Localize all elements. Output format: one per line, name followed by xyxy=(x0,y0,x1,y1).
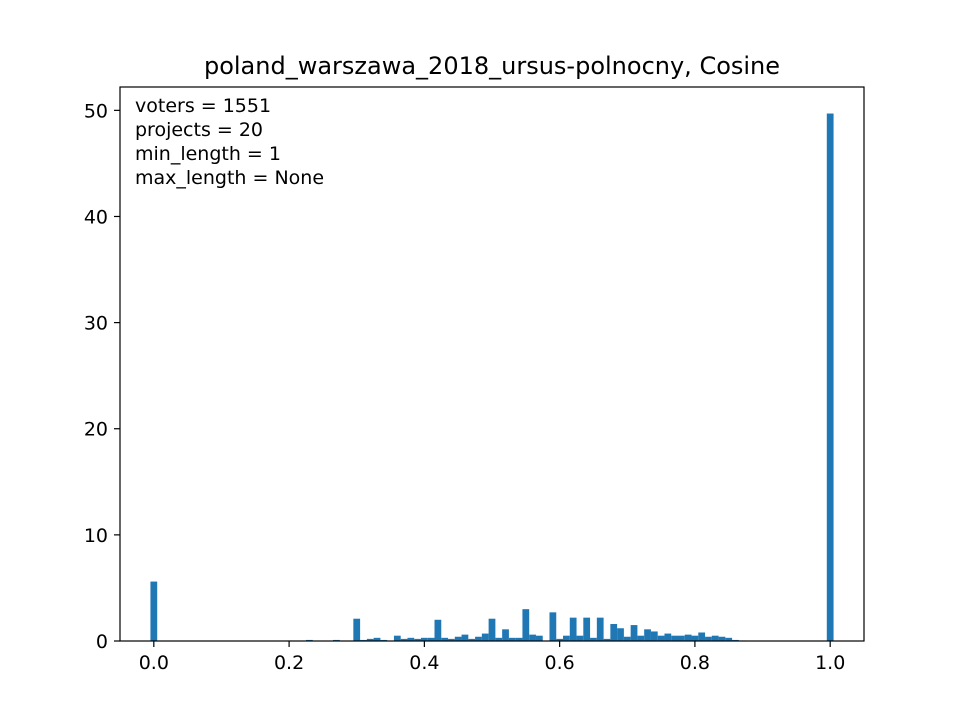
y-tick-label: 40 xyxy=(84,206,108,228)
histogram-bar xyxy=(630,625,638,641)
histogram-bar xyxy=(569,617,577,641)
x-tick-label: 0.2 xyxy=(274,652,304,674)
histogram-bar xyxy=(488,618,496,641)
histogram-bar xyxy=(563,635,570,641)
histogram-bar xyxy=(495,637,503,641)
histogram-bar xyxy=(644,629,651,641)
histogram-bar xyxy=(515,637,523,641)
stats-annotation-line: min_length = 1 xyxy=(135,143,281,165)
histogram-bar xyxy=(583,617,591,641)
histogram-bar xyxy=(603,638,611,641)
histogram-bar xyxy=(454,636,462,641)
histogram-bar xyxy=(596,617,604,641)
y-tick-label: 20 xyxy=(84,419,108,441)
histogram-bar xyxy=(637,635,645,641)
histogram-bar xyxy=(535,635,543,641)
x-axis: 0.0 0.2 0.4 0.6 0.8 1.0 xyxy=(139,641,845,674)
histogram-bar xyxy=(508,637,516,641)
y-tick-label: 10 xyxy=(84,525,108,547)
histogram-bar xyxy=(705,636,712,641)
histogram-bar xyxy=(420,637,428,641)
histogram-bar xyxy=(353,618,361,641)
histogram-bar xyxy=(826,113,834,641)
histogram-bar xyxy=(468,638,476,641)
histogram-bar xyxy=(373,637,381,641)
x-tick-label: 0.4 xyxy=(409,652,439,674)
histogram-bar xyxy=(366,638,374,641)
histogram-bar xyxy=(502,629,509,641)
histogram-bar xyxy=(650,631,658,641)
histogram-bar xyxy=(623,636,631,641)
histogram-bar xyxy=(657,635,665,641)
histogram-bar xyxy=(698,632,706,641)
histogram-bar xyxy=(481,633,489,641)
histogram-bar xyxy=(475,636,482,641)
histogram-bar xyxy=(590,637,597,641)
stats-annotation-line: max_length = None xyxy=(135,167,324,189)
histogram-bar xyxy=(684,634,692,641)
histogram-bar xyxy=(414,638,421,641)
histogram-bar xyxy=(691,635,699,641)
histogram-bar xyxy=(718,636,726,641)
histogram-bar xyxy=(664,633,672,641)
histogram-bar xyxy=(617,628,624,641)
histogram-bar xyxy=(448,638,455,641)
chart-title: poland_warszawa_2018_ursus-polnocny, Cos… xyxy=(204,52,780,80)
histogram-bar xyxy=(400,638,408,641)
histogram-bar xyxy=(393,635,401,641)
histogram-bar xyxy=(522,609,530,641)
y-tick-label: 0 xyxy=(96,631,108,653)
histogram-bar xyxy=(407,637,415,641)
x-tick-label: 0.8 xyxy=(680,652,710,674)
histogram-bar xyxy=(549,612,557,641)
histogram-bar xyxy=(150,581,158,641)
histogram-bar xyxy=(529,634,536,641)
histogram-bar xyxy=(725,637,733,641)
histogram-bar xyxy=(576,635,584,641)
y-axis: 0 10 20 30 40 50 xyxy=(84,100,120,653)
y-tick-label: 30 xyxy=(84,313,108,335)
histogram-bar xyxy=(711,635,719,641)
histogram-bar xyxy=(441,637,449,641)
histogram-bar xyxy=(556,638,564,641)
stats-annotation-line: voters = 1551 xyxy=(135,95,271,117)
y-tick-label: 50 xyxy=(84,100,108,122)
histogram-bar xyxy=(671,635,678,641)
x-tick-label: 0.6 xyxy=(545,652,575,674)
histogram-bar xyxy=(610,624,618,641)
histogram-bar xyxy=(678,635,685,641)
x-tick-label: 1.0 xyxy=(815,652,845,674)
x-tick-label: 0.0 xyxy=(139,652,169,674)
stats-annotation-line: projects = 20 xyxy=(135,119,263,141)
plot-frame xyxy=(119,86,865,642)
histogram-bar xyxy=(461,634,469,641)
histogram-bar xyxy=(427,637,435,641)
histogram-bar xyxy=(434,619,442,641)
